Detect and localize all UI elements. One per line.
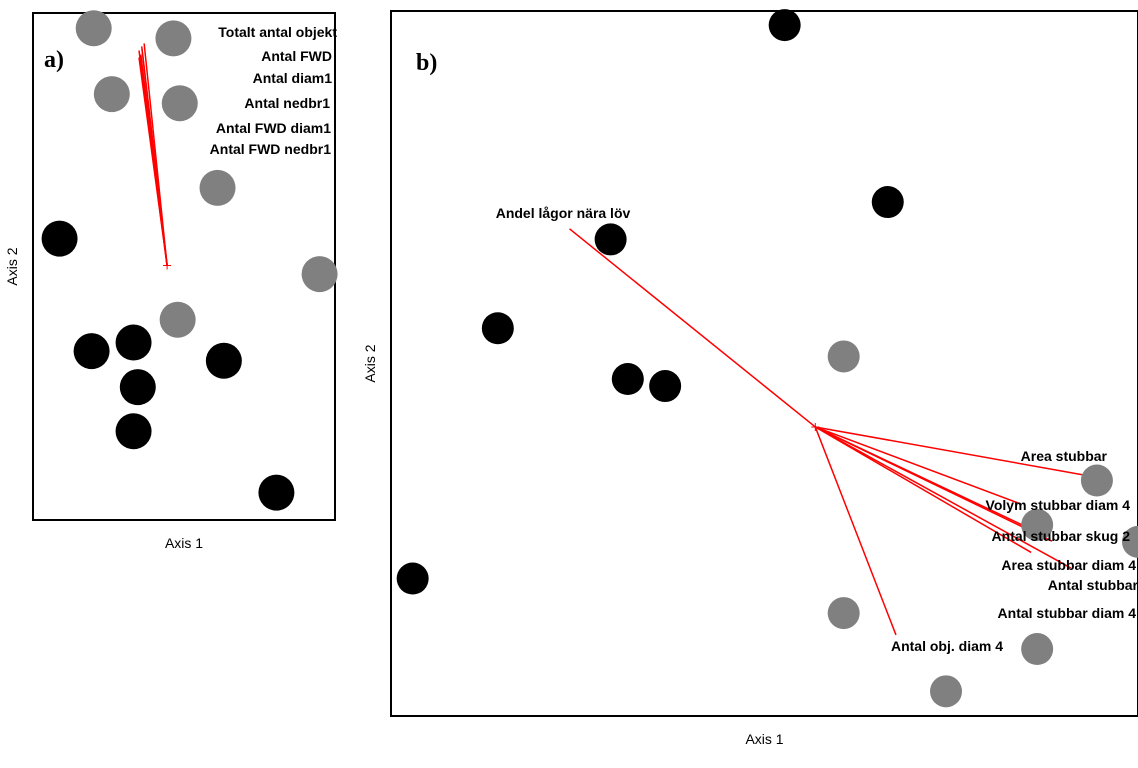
- vector-label: Antal stubbar diam 4: [998, 605, 1137, 621]
- vector-label: Antal stubbar: [1048, 577, 1138, 593]
- data-point: [594, 223, 627, 256]
- vector-line: [814, 426, 1032, 554]
- vector-label: Antal FWD diam1: [216, 120, 331, 136]
- data-point: [930, 675, 963, 708]
- data-point: [41, 220, 78, 257]
- vector-line: [138, 57, 168, 266]
- data-point: [199, 169, 236, 206]
- y-axis-label-a: Axis 2: [4, 247, 20, 285]
- data-point: [396, 562, 429, 595]
- data-point: [1080, 464, 1113, 497]
- vector-label: Antal diam1: [253, 70, 333, 86]
- points-b: [396, 9, 1138, 708]
- data-point: [115, 324, 152, 361]
- vector-label: Volym stubbar diam 4: [986, 497, 1131, 513]
- points-a: [41, 10, 338, 511]
- data-point: [827, 340, 860, 373]
- panel-a-letter: a): [44, 47, 64, 73]
- data-point: [155, 20, 192, 57]
- data-point: [205, 342, 242, 379]
- data-point: [159, 301, 196, 338]
- vector-line: [815, 426, 1019, 504]
- data-point: [611, 363, 644, 396]
- data-point: [1021, 633, 1054, 666]
- vector-label: Area stubbar: [1021, 448, 1108, 464]
- vector-line: [815, 426, 1100, 479]
- data-point: [301, 256, 338, 293]
- vectors-b: [569, 228, 1100, 636]
- panel-b-letter: b): [416, 50, 437, 76]
- vector-label: Antal obj. diam 4: [891, 638, 1003, 654]
- data-point: [258, 474, 295, 511]
- panel-b: b) Andel lågor nära löv Area stubbar Volym…: [362, 9, 1138, 747]
- data-point: [93, 76, 130, 113]
- vector-label: Antal FWD nedbr1: [210, 141, 332, 157]
- y-axis-label-b: Axis 2: [362, 344, 378, 382]
- data-point: [1122, 525, 1138, 558]
- data-point: [115, 413, 152, 450]
- vector-line: [569, 228, 816, 428]
- vector-labels-b: Andel lågor nära löv Area stubbar Volym st…: [496, 205, 1138, 654]
- vector-line: [814, 426, 1072, 569]
- data-point: [1021, 508, 1054, 541]
- vector-label: Antal FWD: [261, 48, 332, 64]
- vector-label: Totalt antal objekt: [218, 24, 337, 40]
- data-point: [768, 9, 801, 42]
- data-point: [871, 186, 904, 219]
- panel-a: a) Totalt antal objekt Antal FWD Antal dia…: [4, 10, 338, 551]
- data-point: [481, 312, 514, 345]
- vector-label: Area stubbar diam 4: [1001, 557, 1136, 573]
- data-point: [649, 370, 682, 403]
- data-point: [827, 597, 860, 630]
- x-axis-label-a: Axis 1: [165, 535, 203, 551]
- x-axis-label-b: Axis 1: [745, 731, 783, 747]
- vectors-a: [138, 43, 172, 270]
- vector-label: Antal stubbar skug 2: [992, 528, 1131, 544]
- vector-line: [814, 426, 1053, 542]
- vector-label: Andel lågor nära löv: [496, 205, 631, 221]
- data-point: [75, 10, 112, 47]
- data-point: [119, 369, 156, 406]
- data-point: [73, 333, 110, 370]
- data-point: [161, 85, 198, 122]
- vector-label: Antal nedbr1: [244, 95, 330, 111]
- vector-line: [814, 426, 897, 636]
- plot-frame-b: [390, 10, 1138, 717]
- vector-labels-a: Totalt antal objekt Antal FWD Antal diam1 A…: [210, 24, 338, 157]
